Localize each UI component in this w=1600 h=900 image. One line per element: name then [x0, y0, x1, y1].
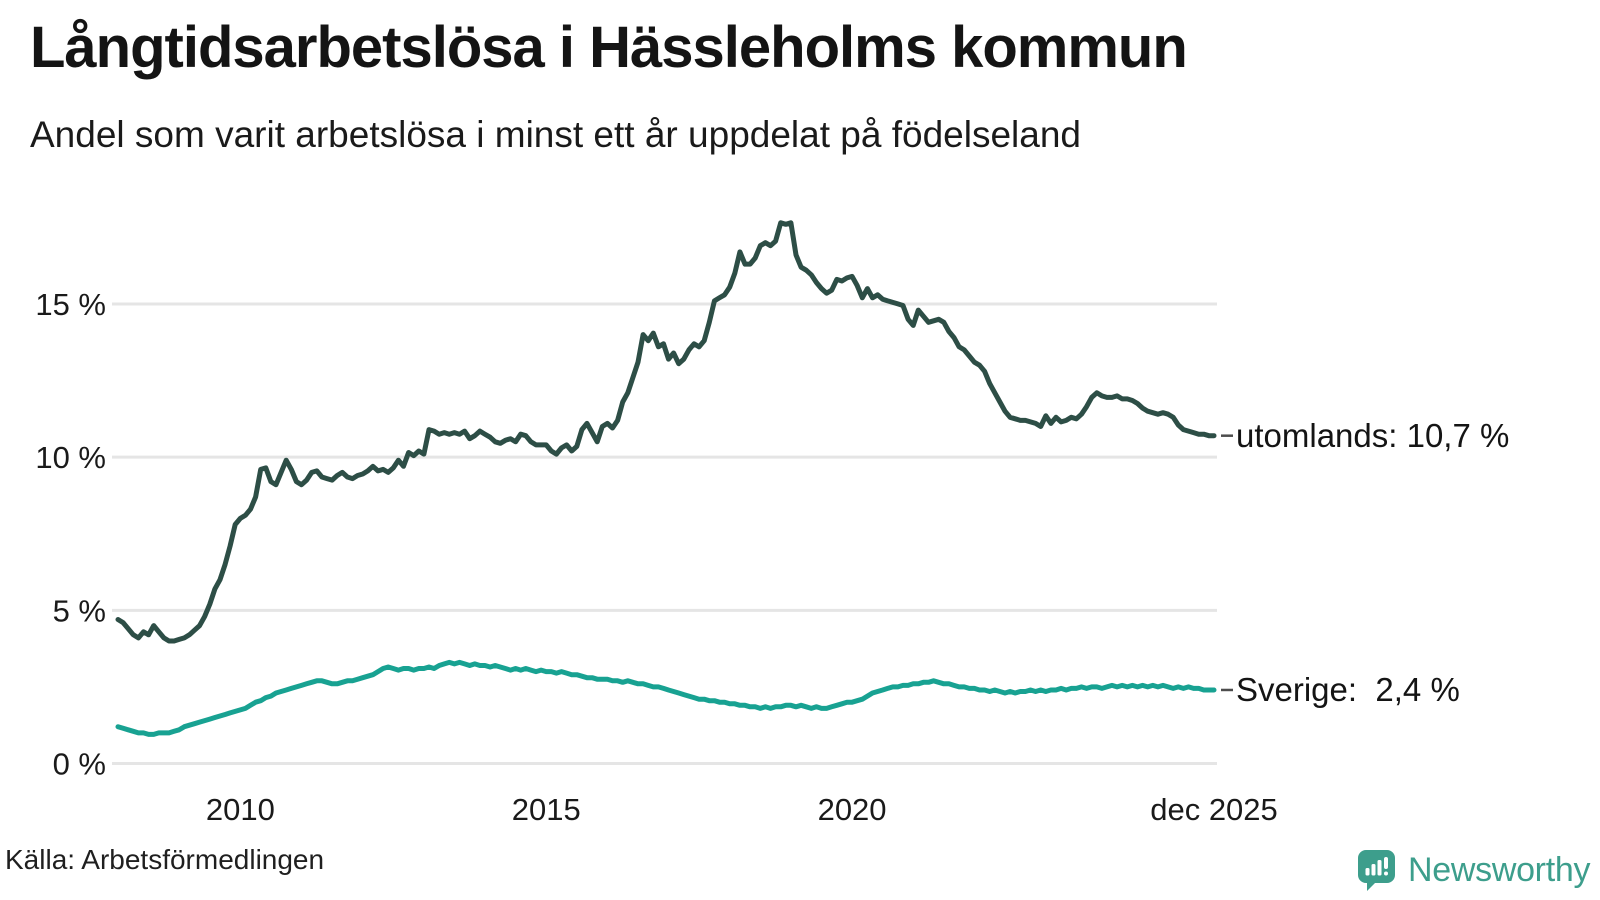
source-note: Källa: Arbetsförmedlingen: [5, 844, 325, 875]
newsworthy-bubble-icon: [1358, 850, 1395, 891]
newsworthy-logo: Newsworthy: [1358, 850, 1590, 891]
x-tick-label: 2010: [206, 792, 275, 827]
page-title: Långtidsarbetslösa i Hässleholms kommun: [30, 15, 1188, 80]
y-tick-label: 5 %: [53, 593, 106, 628]
series-line-Sverige: [115, 659, 1217, 737]
series-line-utomlands: [115, 220, 1217, 644]
chart-subtitle: Andel som varit arbetslösa i minst ett å…: [30, 114, 1081, 155]
series-end-label-utomlands: utomlands: 10,7 %: [1236, 416, 1510, 454]
y-tick-label: 15 %: [35, 287, 106, 322]
y-tick-label: 10 %: [35, 440, 106, 475]
newsworthy-logo-text: Newsworthy: [1408, 851, 1591, 889]
y-tick-label: 0 %: [53, 747, 106, 782]
x-tick-label: 2015: [512, 792, 581, 827]
x-tick-label: dec 2025: [1150, 792, 1278, 827]
series-end-label-sverige: Sverige: 2,4 %: [1236, 670, 1460, 708]
x-tick-label: 2020: [818, 792, 887, 827]
